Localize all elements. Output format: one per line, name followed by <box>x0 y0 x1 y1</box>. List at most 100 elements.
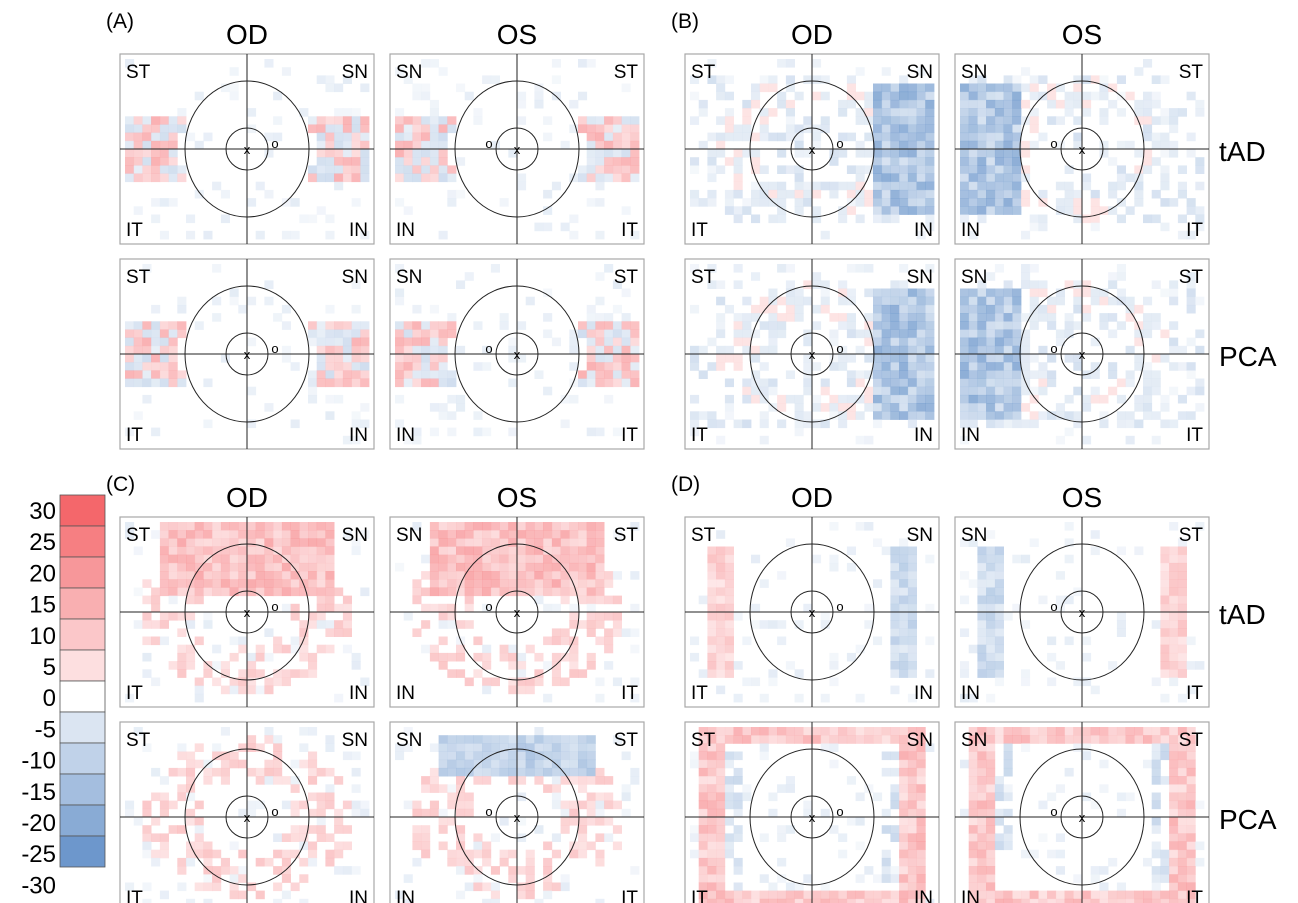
heat-cell <box>820 620 830 629</box>
heat-cell <box>482 767 492 777</box>
heat-cell <box>604 362 614 371</box>
heat-cell <box>873 394 883 404</box>
heat-cell <box>960 571 970 580</box>
heat-cell <box>716 784 726 793</box>
heat-cell <box>890 727 900 736</box>
heat-cell <box>1177 857 1187 867</box>
heat-cell <box>855 735 865 744</box>
heat-cell <box>907 562 917 572</box>
heat-cell <box>890 108 900 117</box>
heat-cell <box>838 362 848 371</box>
heat-cell <box>586 546 596 556</box>
heat-cell <box>1186 735 1196 744</box>
heat-cell <box>907 296 917 306</box>
heat-cell <box>846 198 856 207</box>
heat-cell <box>742 677 752 687</box>
heat-cell <box>168 321 178 330</box>
heat-cell <box>395 108 405 117</box>
heat-cell <box>429 370 439 379</box>
heat-cell <box>168 140 178 150</box>
heat-cell <box>751 91 761 101</box>
heat-cell <box>517 677 527 687</box>
heat-cell <box>569 362 579 371</box>
heat-cell <box>751 620 761 629</box>
heat-cell <box>299 743 309 752</box>
heat-cell <box>525 743 535 752</box>
heat-cell <box>334 866 344 875</box>
heat-cell <box>881 898 891 903</box>
heat-cell <box>473 751 483 761</box>
heat-cell <box>1029 370 1039 379</box>
heat-cell <box>238 677 248 687</box>
heat-cell <box>1021 890 1031 900</box>
heat-cell <box>186 652 196 662</box>
heat-cell <box>421 833 431 842</box>
heat-cell <box>1038 370 1048 379</box>
heat-cell <box>395 321 405 330</box>
corner-label-top-left: ST <box>126 62 151 83</box>
heat-cell <box>412 808 422 818</box>
heat-cell <box>578 776 588 785</box>
heat-cell <box>1186 206 1196 215</box>
panel-group-label: (B) <box>671 10 699 33</box>
heat-cell <box>977 394 987 404</box>
heat-cell <box>1003 189 1013 199</box>
heat-cell <box>751 345 761 355</box>
heat-cell <box>1012 370 1022 379</box>
heat-cell <box>960 370 970 379</box>
heat-cell <box>838 411 848 420</box>
heat-cell <box>543 206 553 215</box>
heat-cell <box>551 677 561 687</box>
heat-cell <box>994 337 1004 347</box>
heat-cell <box>1160 743 1170 752</box>
heat-cell <box>308 661 318 670</box>
heat-cell <box>812 727 822 736</box>
heat-cell <box>142 652 152 662</box>
heat-cell <box>1151 866 1161 875</box>
heat-cell <box>133 157 143 166</box>
heat-cell <box>151 767 161 777</box>
heat-cell <box>133 727 143 736</box>
heat-cell <box>890 411 900 420</box>
heat-cell <box>543 743 553 752</box>
heat-cell <box>429 571 439 580</box>
heat-cell <box>716 321 726 330</box>
heat-cell <box>1003 743 1013 752</box>
heat-cell <box>1186 91 1196 101</box>
heat-cell <box>212 313 222 322</box>
heat-cell <box>177 530 187 539</box>
heat-cell <box>907 337 917 347</box>
corner-label-top-right: ST <box>1179 267 1204 288</box>
heat-cell <box>986 337 996 347</box>
heat-cell <box>759 419 769 429</box>
heat-cell <box>724 612 734 621</box>
heat-cell <box>342 603 352 613</box>
heat-cell <box>977 354 987 363</box>
legend-tick-label: -15 <box>21 779 56 806</box>
heat-cell <box>829 181 839 191</box>
heat-cell <box>994 83 1004 93</box>
heat-cell <box>534 759 544 769</box>
heat-cell <box>1082 652 1092 662</box>
heat-cell <box>751 304 761 314</box>
corner-label-bottom-left: IT <box>691 425 708 446</box>
heat-cell <box>273 833 283 842</box>
heat-cell <box>855 874 865 883</box>
heat-cell <box>560 419 570 429</box>
heat-cell <box>751 313 761 322</box>
heat-cell <box>698 743 708 752</box>
heat-cell <box>994 669 1004 678</box>
heat-cell <box>881 386 891 396</box>
heat-cell <box>846 321 856 330</box>
heat-cell <box>551 59 561 68</box>
heat-cell <box>604 132 614 142</box>
heat-cell <box>925 378 935 388</box>
heat-cell <box>1169 296 1179 306</box>
heat-cell <box>960 394 970 404</box>
heat-cell <box>925 304 935 314</box>
heat-cell <box>543 735 553 744</box>
heat-cell <box>838 108 848 117</box>
panel-group-label: (C) <box>106 473 135 496</box>
heat-cell <box>890 874 900 883</box>
